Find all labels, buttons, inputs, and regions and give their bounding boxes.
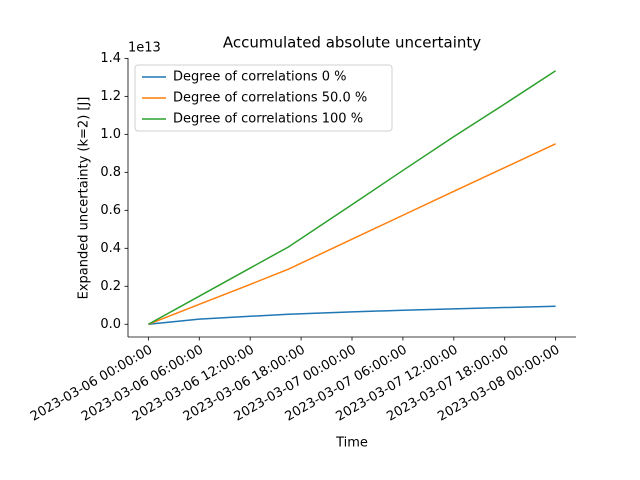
legend-label: Degree of correlations 0 % — [173, 70, 347, 85]
y-tick-label: 0.8 — [100, 165, 121, 180]
chart-title: Accumulated absolute uncertainty — [223, 34, 481, 52]
y-tick-label: 1.0 — [100, 127, 121, 142]
y-tick-label: 1.4 — [100, 51, 121, 66]
y-tick-label: 1.2 — [100, 89, 121, 104]
line-series — [148, 143, 556, 325]
line-series — [148, 70, 557, 325]
legend: Degree of correlations 0 % Degree of corr… — [134, 64, 393, 132]
y-offset-label: 1e13 — [128, 41, 161, 56]
x-axis-label: Time — [335, 436, 368, 451]
line-series — [148, 305, 556, 326]
y-axis-label: Expanded uncertainty (k=2) [J] — [77, 97, 92, 300]
legend-box — [134, 64, 393, 132]
y-tick-label: 0.0 — [100, 317, 121, 332]
legend-label: Degree of correlations 50.0 % — [173, 91, 367, 106]
y-tick-label: 0.2 — [100, 279, 121, 294]
y-tick-label: 0.4 — [100, 241, 121, 256]
legend-label: Degree of correlations 100 % — [173, 112, 363, 127]
y-tick-label: 0.6 — [100, 203, 121, 218]
